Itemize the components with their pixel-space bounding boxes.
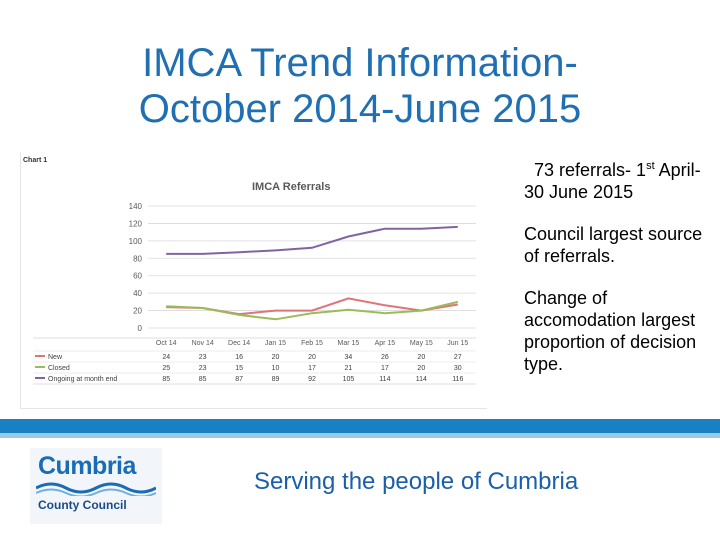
data-table-value: 16 (235, 354, 243, 361)
data-table-value: 10 (272, 365, 280, 372)
chart-title: IMCA Referrals (252, 181, 330, 193)
bullet-referrals: 73 referrals- 1st April- 30 June 2015 (524, 155, 714, 203)
series-line-ongoing-at-month-end (166, 225, 458, 255)
data-table-value: 116 (452, 376, 463, 383)
data-table-value: 17 (381, 365, 389, 372)
x-tick-label: Jan 15 (265, 340, 286, 347)
data-table-value: 23 (199, 365, 207, 372)
data-table-value: 20 (417, 354, 425, 361)
y-tick-label: 100 (129, 237, 143, 246)
data-table-value: 24 (162, 354, 170, 361)
logo-subtitle: County Council (38, 498, 127, 512)
data-table-value: 25 (162, 365, 170, 372)
data-table-value: 92 (308, 376, 316, 383)
chart-label: Chart 1 (23, 157, 47, 164)
y-tick-label: 120 (129, 219, 143, 228)
data-table-value: 114 (416, 376, 427, 383)
bullet-referrals-sup: st (646, 160, 655, 172)
slide-title: IMCA Trend Information- October 2014-Jun… (0, 40, 720, 132)
data-table-value: 85 (199, 376, 207, 383)
data-table-value: 26 (381, 354, 389, 361)
footer-band-light (0, 433, 720, 438)
title-line-2: October 2014-June 2015 (138, 87, 582, 131)
bullet-list: 73 referrals- 1st April- 30 June 2015 Co… (524, 155, 714, 395)
x-tick-label: Nov 14 (192, 340, 214, 347)
x-tick-label: May 15 (410, 340, 433, 347)
data-table-value: 23 (199, 354, 207, 361)
data-table-value: 15 (235, 365, 243, 372)
data-table-value: 87 (235, 376, 243, 383)
y-tick-label: 20 (133, 307, 142, 316)
imca-referrals-chart: Chart 1 IMCA Referrals 0 20 40 60 80 100 120 140 O… (20, 152, 487, 409)
data-table-value: 20 (272, 354, 280, 361)
logo-wordmark: Cumbria (38, 452, 136, 480)
title-line-1: IMCA Trend Information- (142, 41, 578, 85)
data-table-value: 21 (345, 365, 353, 372)
y-tick-label: 140 (129, 202, 143, 211)
x-tick-label: Dec 14 (228, 340, 250, 347)
data-table-value: 105 (343, 376, 355, 383)
data-table-value: 30 (454, 365, 462, 372)
y-tick-label: 40 (133, 289, 142, 298)
y-tick-label: 80 (133, 254, 142, 263)
bullet-referrals-date: April- 30 June 2015 (524, 160, 701, 202)
bullet-referrals-text: 73 referrals- 1 (534, 160, 647, 180)
bullet-council: Council largest source of referrals. (524, 224, 703, 266)
chart-svg: Chart 1 IMCA Referrals 0 20 40 60 80 100 120 140 O… (23, 157, 476, 385)
legend-entry: Closed (48, 365, 70, 372)
x-tick-label: Mar 15 (338, 340, 360, 347)
x-tick-label: Jun 15 (447, 340, 468, 347)
footer-band (0, 419, 720, 433)
y-tick-label: 0 (138, 324, 143, 333)
data-table-value: 34 (345, 354, 353, 361)
data-table-value: 20 (308, 354, 316, 361)
x-tick-label: Feb 15 (301, 340, 323, 347)
cumbria-logo: Cumbria County Council (30, 448, 162, 524)
legend-entry: New (48, 354, 63, 361)
x-tick-label: Oct 14 (156, 340, 177, 347)
data-table-value: 89 (272, 376, 280, 383)
footer-tagline: Serving the people of Cumbria (254, 468, 579, 495)
data-table-value: 85 (162, 376, 170, 383)
data-table-value: 114 (379, 376, 390, 383)
logo-wave-icon (36, 482, 156, 496)
data-table-value: 27 (454, 354, 462, 361)
data-table-value: 20 (417, 365, 425, 372)
y-tick-label: 60 (133, 272, 142, 281)
x-tick-label: Apr 15 (375, 340, 396, 347)
legend-entry: Ongoing at month end (48, 376, 117, 383)
data-table-value: 17 (308, 365, 316, 372)
series-line-closed (166, 300, 459, 321)
bullet-accommodation: Change of accomodation largest proportio… (524, 288, 697, 374)
